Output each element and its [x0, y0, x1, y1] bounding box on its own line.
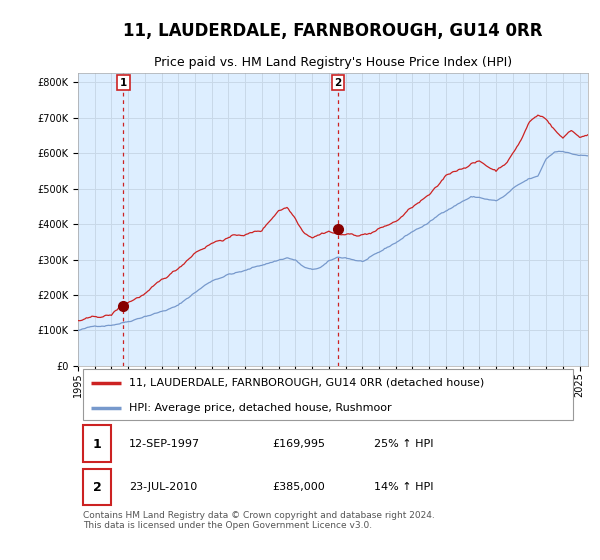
Text: Contains HM Land Registry data © Crown copyright and database right 2024.
This d: Contains HM Land Registry data © Crown c…	[83, 511, 435, 530]
Text: £169,995: £169,995	[272, 439, 325, 449]
Text: 2: 2	[334, 78, 341, 88]
FancyBboxPatch shape	[83, 368, 573, 419]
Text: Price paid vs. HM Land Registry's House Price Index (HPI): Price paid vs. HM Land Registry's House …	[154, 55, 512, 68]
Text: £385,000: £385,000	[272, 482, 325, 492]
Text: 12-SEP-1997: 12-SEP-1997	[129, 439, 200, 449]
FancyBboxPatch shape	[83, 426, 111, 462]
Text: 11, LAUDERDALE, FARNBOROUGH, GU14 0RR: 11, LAUDERDALE, FARNBOROUGH, GU14 0RR	[123, 22, 543, 40]
Text: 2: 2	[93, 481, 101, 494]
Text: 25% ↑ HPI: 25% ↑ HPI	[374, 439, 433, 449]
FancyBboxPatch shape	[83, 469, 111, 506]
Text: 1: 1	[119, 78, 127, 88]
Text: 14% ↑ HPI: 14% ↑ HPI	[374, 482, 433, 492]
Text: 23-JUL-2010: 23-JUL-2010	[129, 482, 197, 492]
Text: 1: 1	[93, 437, 101, 451]
Text: HPI: Average price, detached house, Rushmoor: HPI: Average price, detached house, Rush…	[129, 403, 392, 413]
Text: 11, LAUDERDALE, FARNBOROUGH, GU14 0RR (detached house): 11, LAUDERDALE, FARNBOROUGH, GU14 0RR (d…	[129, 378, 484, 388]
